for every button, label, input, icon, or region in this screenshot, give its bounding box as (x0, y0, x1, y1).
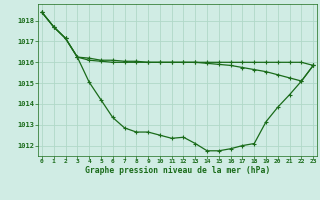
X-axis label: Graphe pression niveau de la mer (hPa): Graphe pression niveau de la mer (hPa) (85, 166, 270, 175)
